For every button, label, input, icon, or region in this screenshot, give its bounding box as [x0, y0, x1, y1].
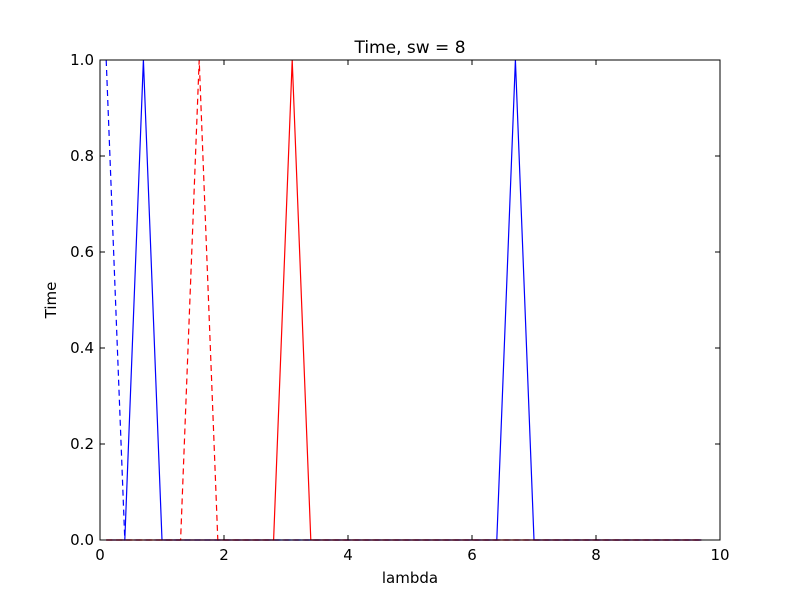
y-tick-label: 0.0 [70, 531, 94, 549]
x-axis-ticks: 0 2 4 6 8 10 [95, 60, 730, 564]
x-tick-label: 6 [467, 546, 477, 564]
x-tick-label: 0 [95, 546, 105, 564]
y-axis-ticks: 0.0 0.2 0.4 0.6 0.8 1.0 [70, 51, 720, 549]
y-axis-label: Time [42, 282, 60, 320]
y-tick-label: 1.0 [70, 51, 94, 69]
x-tick-label: 4 [343, 546, 353, 564]
x-tick-label: 8 [591, 546, 601, 564]
y-tick-label: 0.2 [70, 435, 94, 453]
y-tick-label: 0.8 [70, 147, 94, 165]
x-tick-label: 2 [219, 546, 229, 564]
x-axis-label: lambda [382, 569, 438, 587]
y-tick-label: 0.6 [70, 243, 94, 261]
y-tick-label: 0.4 [70, 339, 94, 357]
plot-frame [99, 59, 721, 541]
chart-title: Time, sw = 8 [353, 38, 465, 58]
x-tick-label: 10 [710, 546, 729, 564]
